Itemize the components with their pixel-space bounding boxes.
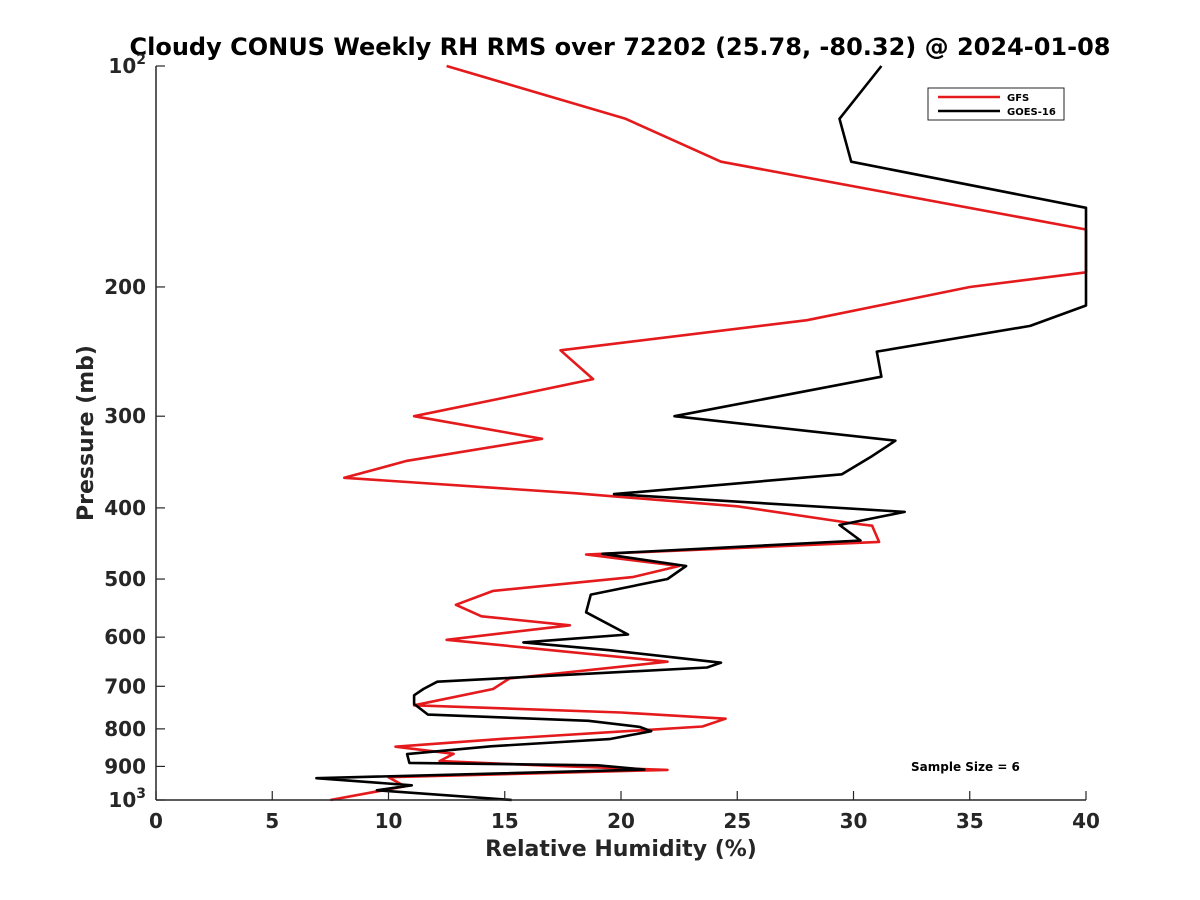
x-tick-label: 30 [840,809,868,833]
x-tick-label: 40 [1072,809,1100,833]
plot-area: 0 5 10 15 20 25 30 35 40 102 200 300 400 500 600 700 80… [104,52,1100,833]
sample-size-annotation: Sample Size = 6 [911,760,1020,774]
x-tick-label: 20 [607,809,635,833]
y-ticks: 102 200 300 400 500 600 700 800 900 103 [104,52,165,812]
y-axis-label: Pressure (mb) [74,345,99,521]
chart-title: Cloudy CONUS Weekly RH RMS over 72202 (2… [130,33,1111,61]
x-tick-label: 10 [375,809,403,833]
y-tick-label: 700 [104,674,146,698]
y-tick-label: 102 [108,52,146,78]
y-tick-label: 600 [104,625,146,649]
y-tick-label: 300 [104,404,146,428]
x-tick-label: 25 [723,809,751,833]
y-tick-label: 200 [104,275,146,299]
legend-box [927,87,1065,121]
legend: GFS GOES-16 [927,87,1065,121]
y-tick-label: 500 [104,567,146,591]
x-tick-label: 15 [491,809,519,833]
x-tick-label: 5 [265,809,279,833]
series-line-gfs [330,64,1088,802]
y-tick-label: 103 [108,786,146,812]
x-axis-label: Relative Humidity (%) [485,837,757,862]
y-tick-label: 800 [104,717,146,741]
x-tick-label: 0 [149,809,163,833]
x-tick-label: 35 [956,809,984,833]
series-line-goes-16 [315,65,1088,802]
y-tick-label: 400 [104,496,146,520]
legend-label-goes-16: GOES-16 [1007,107,1056,118]
series-layer [315,64,1088,802]
legend-label-gfs: GFS [1007,93,1029,104]
x-ticks: 0 5 10 15 20 25 30 35 40 [149,791,1100,833]
y-tick-label: 900 [104,754,146,778]
